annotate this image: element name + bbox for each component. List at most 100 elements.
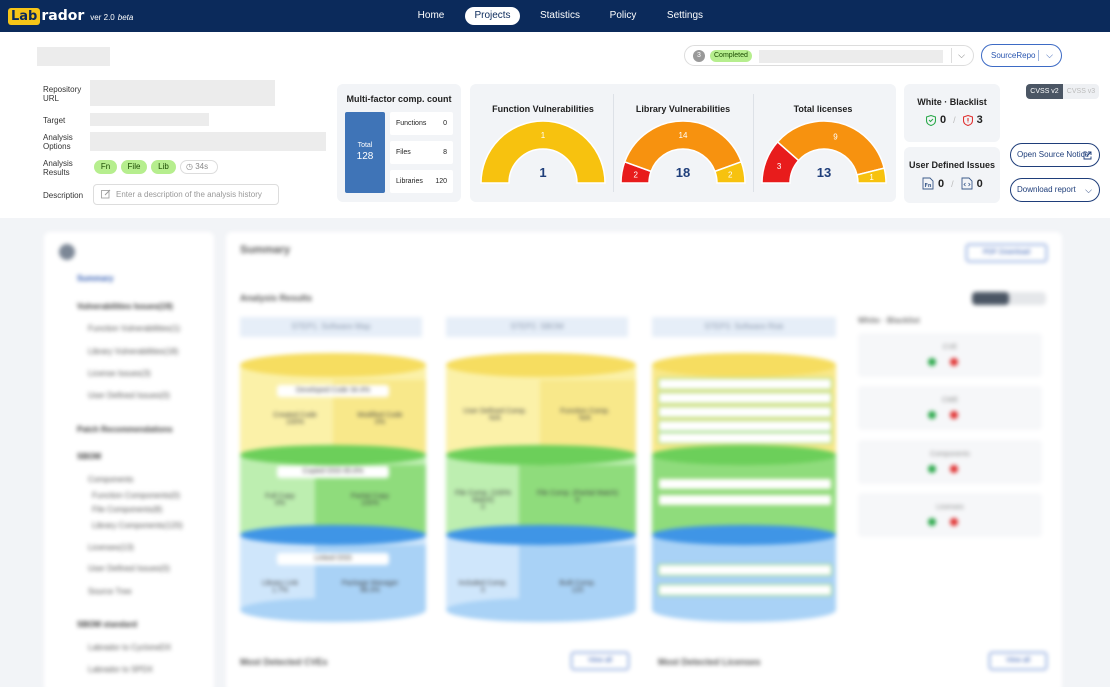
select-divider	[951, 48, 952, 63]
report-sidebar: Summary Vulnerabilities Issues(19) Functio…	[44, 232, 214, 687]
chevron-down-icon[interactable]: ⌵	[958, 50, 965, 60]
function-file-icon: Fn	[922, 177, 934, 190]
total-label: Total	[357, 142, 373, 149]
chevron-down-icon: ⌵	[1085, 185, 1092, 195]
black-count: 3	[976, 114, 983, 126]
library-link-text: Library Link	[261, 580, 299, 587]
file-comp-partial-text: File Comp. (Partial Match)	[536, 490, 619, 497]
description-input[interactable]: Enter a description of the analysis hist…	[93, 184, 279, 205]
file-comp-full-label: File Comp. (100% Match) 0	[450, 490, 516, 511]
clock-icon: ◷	[186, 162, 193, 171]
sidebar-avatar	[59, 244, 75, 260]
description-label: Description	[43, 191, 84, 200]
analysis-options-value	[90, 132, 326, 151]
cvss-toggle-lower[interactable]	[972, 292, 1046, 305]
gauge-total: 13	[817, 165, 831, 180]
user-defined-comp-label: User Defined Comp. N/A	[455, 408, 535, 422]
developed-code-pct: 34.4%	[350, 387, 370, 394]
external-link-icon	[1083, 151, 1092, 160]
pdf-download-button[interactable]: PDF Download	[966, 244, 1047, 262]
modified-code-text: Modified Code	[357, 412, 403, 419]
analysis-history-select[interactable]: 3 Completed ⌵	[684, 45, 974, 66]
white-shield-icon	[926, 114, 936, 126]
gauge-segment-label: 3	[777, 162, 782, 171]
library-link-pct: 1.7%	[272, 587, 288, 594]
cvss-v3-option[interactable]: CVSS v3	[1066, 88, 1096, 95]
built-comp-label: Built Comp. 120	[525, 580, 630, 594]
partial-copy-label: Partial Copy 100%	[320, 493, 420, 507]
full-copy-text: Full Copy	[265, 493, 295, 500]
open-source-notice-button[interactable]: Open Source Notice	[1010, 143, 1100, 167]
sidebar-item[interactable]: Components	[88, 475, 134, 484]
risk-row	[658, 584, 832, 596]
view-all-cves-button[interactable]: View all	[571, 652, 629, 670]
gauge-divider	[753, 94, 754, 192]
logo[interactable]: Lab rador ver 2.0 beta	[8, 6, 133, 26]
wb-box: CWE	[858, 386, 1042, 430]
built-comp-text: Built Comp.	[559, 580, 596, 587]
sidebar-item[interactable]: User Defined Issues(0)	[88, 564, 170, 573]
version-label: ver 2.0	[90, 13, 115, 22]
description-placeholder: Enter a description of the analysis hist…	[116, 190, 262, 199]
download-report-button[interactable]: Download report ⌵	[1010, 178, 1100, 202]
functions-row: Functions 0	[390, 112, 453, 135]
source-repo-label: SourceRepo	[991, 51, 1036, 60]
gauge-total: 18	[676, 165, 690, 180]
package-manager-label: Package Manager 98.3%	[320, 580, 420, 594]
nav-settings[interactable]: Settings	[666, 10, 704, 21]
sidebar-item[interactable]: License Issues(3)	[88, 369, 151, 378]
copied-oss-pct: 65.6%	[343, 468, 364, 475]
wb-box: Licenses	[858, 493, 1042, 537]
nav-statistics[interactable]: Statistics	[539, 10, 580, 21]
sidebar-item[interactable]: Summary	[77, 274, 114, 283]
summary-title: Summary	[240, 244, 291, 256]
sidebar-item[interactable]: Library Vulnerabilities(18)	[88, 347, 179, 356]
view-all-licenses-button[interactable]: View all	[989, 652, 1047, 670]
wb-separator: /	[953, 115, 956, 125]
full-copy-pct: 0%	[274, 500, 286, 507]
sidebar-item[interactable]: SBOM	[77, 452, 101, 461]
sidebar-item[interactable]: Licenses(13)	[88, 543, 134, 552]
cvss-v2-option[interactable]: CVSS v2	[1026, 84, 1063, 99]
total-licenses-title: Total licenses	[793, 104, 853, 114]
gauge-segment-label: 2	[728, 171, 733, 180]
cvss-toggle[interactable]: CVSS v2 CVSS v3	[1026, 84, 1099, 99]
sidebar-item[interactable]: Patch Recommendations	[77, 425, 173, 434]
nav-home[interactable]: Home	[417, 10, 445, 21]
package-manager-pct: 98.3%	[360, 587, 380, 594]
source-repo-button[interactable]: SourceRepo ⌵	[981, 44, 1062, 67]
file-comp-full-value: 0	[481, 504, 485, 511]
wb-box-title: Components	[930, 451, 970, 458]
sidebar-item[interactable]: Vulnerabilities Issues(19)	[77, 302, 173, 311]
modified-code-label: Modified Code 0%	[340, 412, 420, 426]
analysis-results-title: Analysis Results	[240, 293, 313, 303]
target-value	[90, 113, 209, 126]
logo-lab: Lab	[8, 7, 41, 25]
sidebar-item[interactable]: Source Tree	[88, 587, 132, 596]
sidebar-item[interactable]: User Defined Issues(0)	[88, 391, 170, 400]
user-defined-card: User Defined Issues Fn 0 / 0	[904, 147, 1000, 203]
white-blacklist-card: White · Blacklist 0 / 3	[904, 84, 1000, 142]
created-code-pct: 100%	[286, 419, 304, 426]
nav-policy[interactable]: Policy	[609, 10, 637, 21]
sidebar-item[interactable]: File Components(8)	[92, 505, 163, 514]
wb-box: Components	[858, 440, 1042, 484]
sidebar-item[interactable]: Labrador to SPDX	[88, 665, 153, 674]
risk-row	[658, 378, 832, 390]
sidebar-item[interactable]: Function Vulnerabilities(1)	[88, 324, 181, 333]
sidebar-item[interactable]: Function Components(0)	[92, 491, 181, 500]
sidebar-item[interactable]: Labrador to CycloneDX	[88, 643, 172, 652]
included-comp-value: 0	[481, 587, 485, 594]
black-shield-icon	[962, 114, 973, 126]
sidebar-item[interactable]: SBOM standard	[77, 620, 138, 629]
function-vulnerabilities-title: Function Vulnerabilities	[492, 104, 594, 114]
most-detected-cves-title: Most Detected CVEs	[240, 657, 328, 667]
nav-projects[interactable]: Projects	[465, 7, 520, 25]
partial-copy-pct: 100%	[361, 500, 379, 507]
chevron-down-icon: ⌵	[1046, 50, 1053, 60]
status-badge: Completed	[710, 50, 752, 62]
result-pill-fn: Fn	[94, 160, 117, 174]
result-pill-file: File	[121, 160, 147, 174]
analysis-options-label: Analysis Options	[43, 133, 73, 151]
sidebar-item[interactable]: Library Components(120)	[92, 521, 183, 530]
